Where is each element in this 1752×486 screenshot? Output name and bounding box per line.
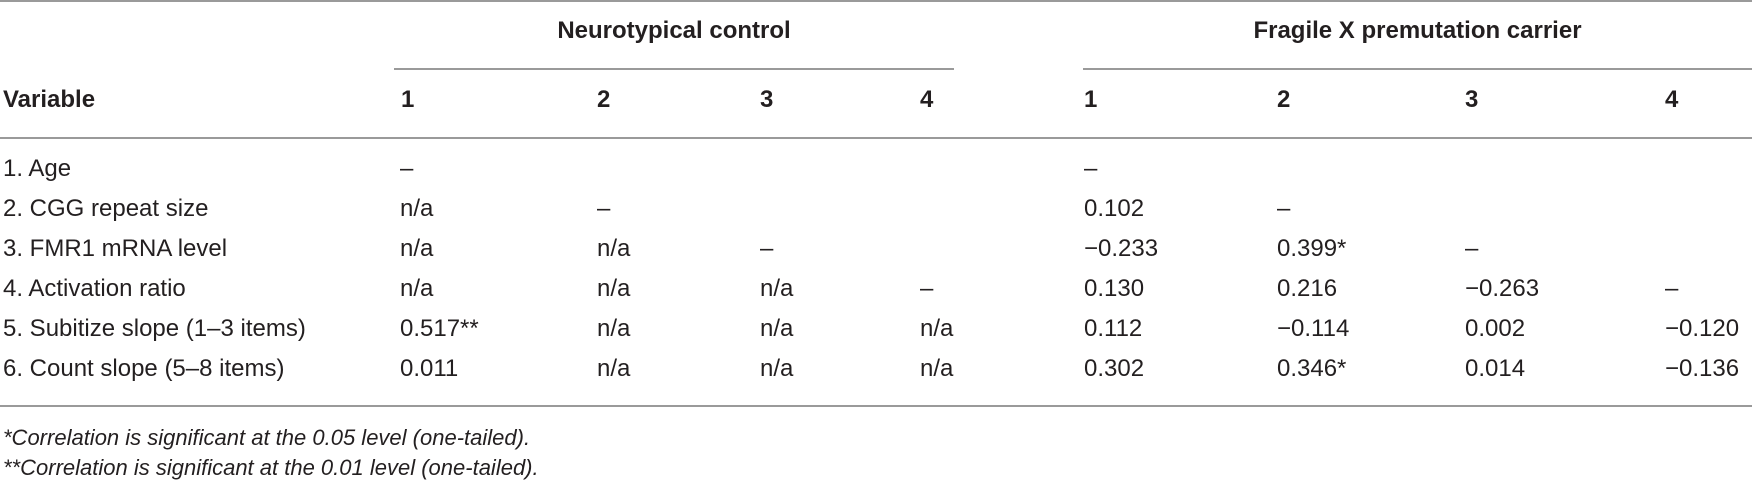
table-cell: n/a <box>597 355 631 382</box>
table-cell: n/a <box>400 235 434 262</box>
table-cell: n/a <box>597 275 631 302</box>
table-cell: n/a <box>760 315 794 342</box>
table-cell: 0.399* <box>1277 235 1347 262</box>
row-label-age: 1. Age <box>3 155 72 182</box>
table-cell: 0.346* <box>1277 355 1347 382</box>
column-header-nc-2: 2 <box>597 86 611 113</box>
table-cell: n/a <box>597 315 631 342</box>
table-cell: – <box>597 195 611 222</box>
table-cell: 0.014 <box>1465 355 1526 382</box>
table-cell: 0.112 <box>1084 315 1143 342</box>
table-cell: −0.233 <box>1084 235 1159 262</box>
column-header-fx-3: 3 <box>1465 86 1479 113</box>
table-cell: 0.302 <box>1084 355 1145 382</box>
table-cell: n/a <box>920 355 954 382</box>
group-header-neurotypical: Neurotypical control <box>557 17 791 44</box>
row-label-count-slope: 6. Count slope (5–8 items) <box>3 355 285 382</box>
variable-column-header: Variable <box>3 86 96 113</box>
table-cell: – <box>1277 195 1291 222</box>
table-cell: 0.517** <box>400 315 479 342</box>
table-cell: n/a <box>920 315 954 342</box>
table-cell: −0.120 <box>1665 315 1740 342</box>
group-header-fragile-x: Fragile X premutation carrier <box>1253 17 1582 44</box>
row-label-activation-ratio: 4. Activation ratio <box>3 275 186 302</box>
column-header-fx-2: 2 <box>1277 86 1291 113</box>
table-cell: – <box>760 235 774 262</box>
column-header-nc-1: 1 <box>401 86 415 113</box>
table-cell: n/a <box>760 355 794 382</box>
column-header-nc-3: 3 <box>760 86 774 113</box>
column-header-fx-4: 4 <box>1665 86 1679 113</box>
table-cell: 0.002 <box>1465 315 1526 342</box>
footnote-significance-005: *Correlation is significant at the 0.05 … <box>3 425 531 450</box>
column-header-fx-1: 1 <box>1084 86 1098 113</box>
table-cell: −0.136 <box>1665 355 1740 382</box>
table-cell: −0.114 <box>1277 315 1350 342</box>
row-label-fmr1-mrna-level: 3. FMR1 mRNA level <box>3 235 228 262</box>
table-cell: 0.011 <box>400 355 459 382</box>
row-label-subitize-slope: 5. Subitize slope (1–3 items) <box>3 315 306 342</box>
table-cell: 0.216 <box>1277 275 1338 302</box>
group-rule-fragile-x <box>1083 68 1752 70</box>
table-cell: – <box>1084 155 1098 182</box>
table-cell: n/a <box>760 275 794 302</box>
group-rule-neurotypical <box>394 68 954 70</box>
table-cell: – <box>400 155 414 182</box>
column-header-nc-4: 4 <box>920 86 934 113</box>
footnote-significance-001: **Correlation is significant at the 0.01… <box>3 455 539 480</box>
header-bottom-rule <box>0 137 1752 139</box>
row-label-cgg-repeat-size: 2. CGG repeat size <box>3 195 209 222</box>
table-cell: – <box>1665 275 1679 302</box>
table-cell: – <box>1465 235 1479 262</box>
table-top-rule <box>0 0 1752 2</box>
table-cell: n/a <box>400 195 434 222</box>
table-cell: n/a <box>400 275 434 302</box>
table-cell: n/a <box>597 235 631 262</box>
table-cell: 0.130 <box>1084 275 1145 302</box>
table-cell: – <box>920 275 934 302</box>
table-bottom-rule <box>0 405 1752 407</box>
table-cell: −0.263 <box>1465 275 1540 302</box>
table-cell: 0.102 <box>1084 195 1145 222</box>
